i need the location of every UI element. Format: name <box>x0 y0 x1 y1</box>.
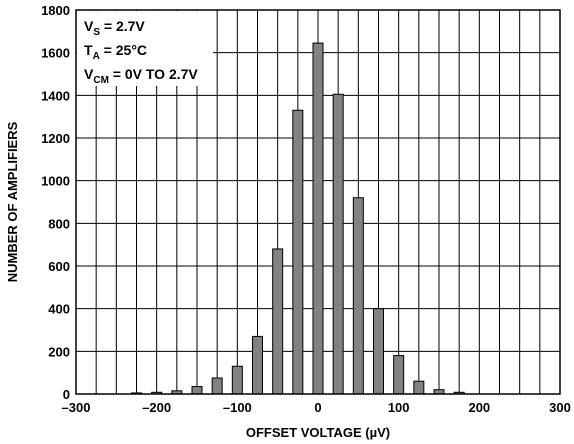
annotation-line: VCM = 0V TO 2.7V <box>84 66 198 86</box>
y-tick-labels: 0 200 400 600 800 1000 1200 1400 1600 1800 <box>41 3 70 402</box>
conditions-annotation: VS = 2.7V TA = 25°C VCM = 0V TO 2.7V <box>77 11 213 86</box>
histogram-bar <box>211 377 223 395</box>
y-tick-label: 800 <box>48 216 70 231</box>
y-tick-label: 0 <box>63 387 70 402</box>
histogram-bar <box>413 380 425 395</box>
y-tick-label: 600 <box>48 259 70 274</box>
histogram-bar <box>373 308 384 395</box>
y-tick-label: 1600 <box>41 46 70 61</box>
annotation-background <box>77 11 213 86</box>
y-tick-label: 1400 <box>41 88 70 103</box>
histogram-bar <box>252 335 263 395</box>
x-tick-label: 0 <box>314 400 321 415</box>
annotation-line: VS = 2.7V <box>84 18 145 38</box>
plot-frame <box>75 9 561 395</box>
y-tick-label: 1200 <box>41 131 70 146</box>
histogram-bar <box>393 355 405 395</box>
x-tick-label: –300 <box>62 400 91 415</box>
x-tick-labels: –300 –200 –100 0 100 200 300 <box>62 400 571 415</box>
histogram-bar <box>272 248 284 395</box>
x-tick-label: –100 <box>223 400 252 415</box>
histogram-bar <box>191 386 203 395</box>
y-axis-label: NUMBER OF AMPLIFIERS <box>5 121 20 282</box>
y-tick-label: 1800 <box>41 3 70 18</box>
y-tick-label: 200 <box>48 344 70 359</box>
annotation-line: TA = 25°C <box>84 42 147 62</box>
x-tick-label: 300 <box>549 400 571 415</box>
y-tick-label: 1000 <box>41 174 70 189</box>
histogram-bar <box>231 365 243 395</box>
histogram-bar <box>352 197 364 395</box>
y-tick-label: 400 <box>48 302 70 317</box>
histogram-bar <box>312 42 324 395</box>
histogram-bar <box>332 93 344 395</box>
histogram-bar <box>292 109 304 395</box>
x-axis-label: OFFSET VOLTAGE (µV) <box>246 425 390 440</box>
x-tick-label: 100 <box>388 400 410 415</box>
bars <box>131 42 465 395</box>
x-tick-label: –200 <box>142 400 171 415</box>
x-tick-label: 200 <box>468 400 490 415</box>
